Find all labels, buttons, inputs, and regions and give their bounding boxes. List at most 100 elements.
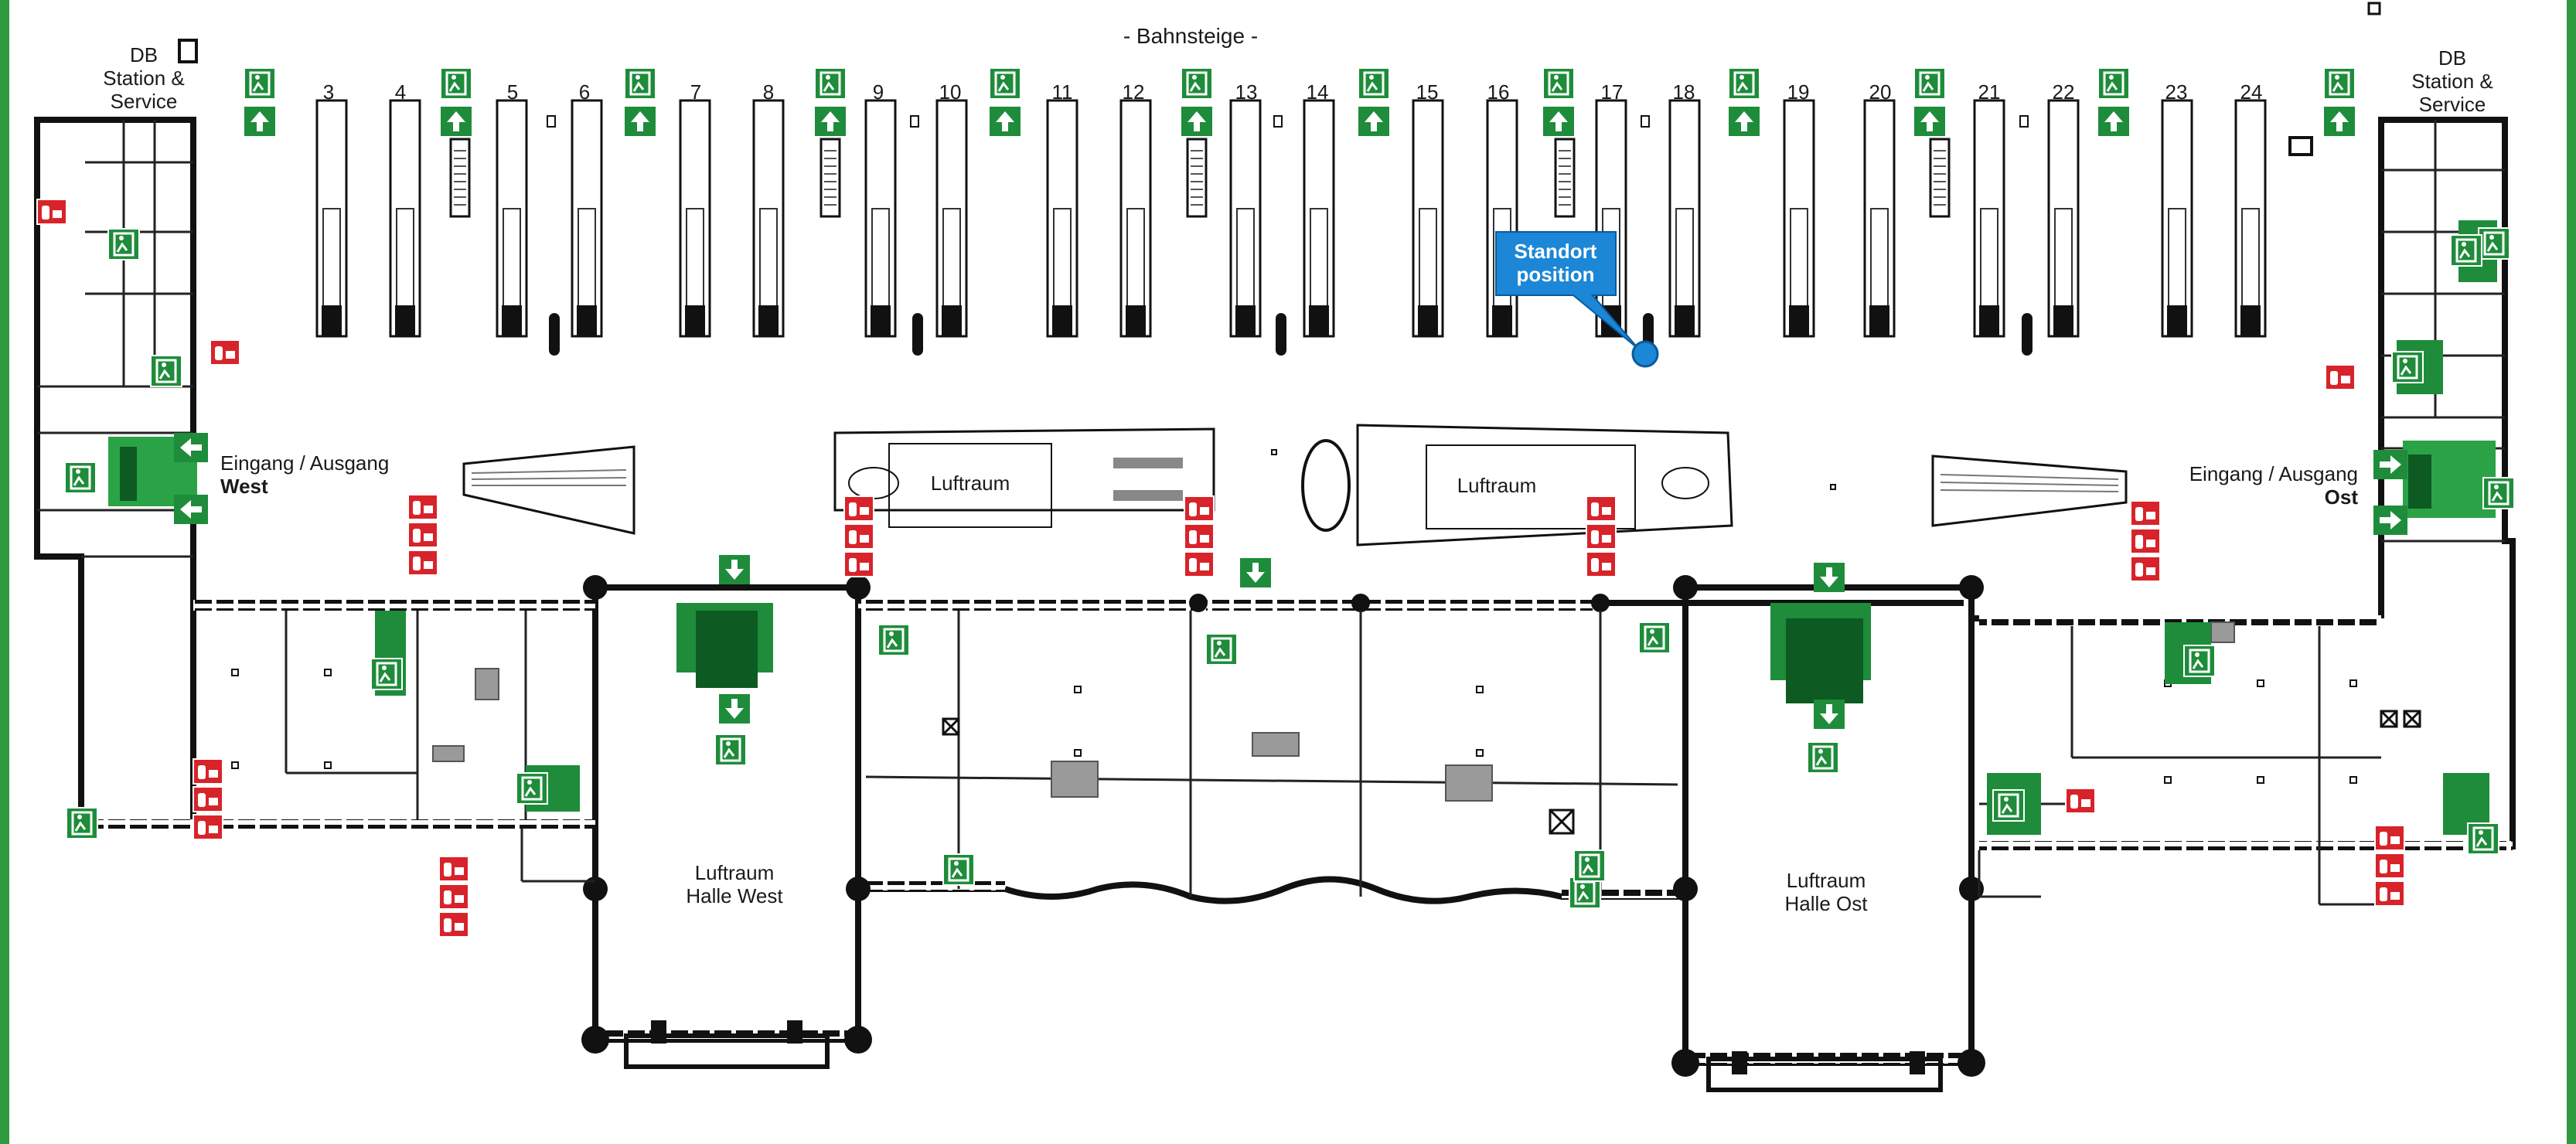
fire-extinguisher-icon: [1184, 495, 1215, 522]
track-number: 11: [1052, 80, 1073, 104]
location-pin-icon: [1631, 340, 1659, 368]
emergency-exit-running-man-icon: [1542, 67, 1575, 100]
track-number: 6: [579, 80, 590, 104]
db-west-line-3: Service: [111, 90, 178, 113]
fire-extinguisher-icon: [438, 911, 469, 938]
track-number: 3: [323, 80, 334, 104]
emergency-exit-running-man-icon: [2478, 227, 2510, 260]
emergency-exit-running-man-icon: [714, 734, 747, 766]
bollard: [549, 313, 560, 356]
platform: [1863, 99, 1896, 338]
track-number: 14: [1307, 80, 1329, 104]
column-marker: [1641, 115, 1650, 128]
fire-extinguisher-icon: [1184, 523, 1215, 550]
column-marker: [2019, 115, 2029, 128]
emergency-exit-running-man-icon: [440, 67, 472, 100]
emergency-exit-running-man-icon: [1638, 621, 1671, 654]
emergency-exit-running-man-icon: [2097, 67, 2130, 100]
fire-extinguisher-icon: [843, 523, 874, 550]
void-area-1-label: Luftraum: [931, 472, 1010, 495]
void-area-2: Luftraum: [1356, 424, 1733, 546]
platform: [389, 99, 421, 338]
fire-safety-signs: [36, 199, 2405, 938]
platform: [2234, 99, 2267, 338]
column-marker: [547, 115, 556, 128]
fire-extinguisher-icon: [2325, 364, 2356, 390]
direction-arrow-icon: [1814, 700, 1845, 729]
fire-extinguisher-icon: [193, 814, 223, 840]
direction-arrow-icon: [2098, 107, 2129, 136]
emergency-exit-running-man-icon: [107, 228, 140, 260]
db-east-line-3: Service: [2419, 93, 2486, 116]
platform: [1973, 99, 2005, 338]
track-number: 4: [395, 80, 406, 104]
fire-extinguisher-icon: [2130, 556, 2161, 582]
db-west-line-1: DB: [130, 43, 158, 66]
platform: [1229, 99, 1262, 338]
escalator: [449, 138, 471, 218]
fire-extinguisher-icon: [193, 786, 223, 812]
direction-arrow-icon: [990, 107, 1021, 136]
platform: [1783, 99, 1815, 338]
db-station-west-label: DB Station & Service: [103, 39, 198, 113]
void-area-2-label: Luftraum: [1457, 474, 1537, 497]
fire-extinguisher-icon: [210, 339, 240, 366]
track-number: 16: [1487, 80, 1510, 104]
platform: [679, 99, 711, 338]
fire-extinguisher-icon: [1184, 551, 1215, 577]
emergency-exit-running-man-icon: [1573, 849, 1606, 882]
emergency-exit-running-man-icon: [2450, 234, 2482, 267]
emergency-exit-running-man-icon: [2482, 477, 2515, 509]
interior-walls: [37, 120, 2505, 906]
direction-arrow-icon: [1358, 107, 1389, 136]
fire-extinguisher-icon: [1586, 523, 1617, 550]
direction-arrow-icon: [2373, 506, 2407, 535]
fire-extinguisher-icon: [407, 550, 438, 576]
db-west-line-2: Station &: [103, 66, 185, 90]
platform: [752, 99, 785, 338]
fire-extinguisher-icon: [407, 494, 438, 520]
fire-extinguisher-icon: [1586, 551, 1617, 577]
direction-arrow-icon: [2373, 450, 2407, 479]
fire-extinguisher-icon: [2374, 825, 2405, 851]
bollard: [2022, 313, 2033, 356]
track-number: 17: [1601, 80, 1624, 104]
lift-shafts: [942, 710, 2421, 835]
entrance-east-label: Eingang / Ausgang: [2189, 462, 2358, 485]
track-number: 12: [1123, 80, 1145, 104]
direction-arrow-icon: [174, 433, 208, 462]
entrance-west-name: West: [220, 475, 268, 498]
pillars: [581, 575, 1985, 1092]
emergency-exit-running-man-icon: [1205, 633, 1238, 666]
direction-arrow-icon: [1240, 558, 1271, 587]
emergency-exit-running-man-icon: [2391, 351, 2424, 383]
stairs: [432, 621, 2235, 802]
platform: [935, 99, 968, 338]
emergency-exit-running-man-icon: [1728, 67, 1760, 100]
direction-arrow-icon: [1181, 107, 1212, 136]
fire-extinguisher-icon: [407, 522, 438, 548]
direction-arrow-icon: [441, 107, 472, 136]
track-number: 10: [939, 80, 962, 104]
db-east-line-1: DB: [2438, 46, 2466, 70]
direction-arrow-icon: [1914, 107, 1945, 136]
fire-extinguisher-icon: [1586, 495, 1617, 522]
track-number: 21: [1978, 80, 2001, 104]
entrance-west-label: Eingang / Ausgang: [220, 451, 389, 475]
direction-arrow-icon: [719, 694, 750, 724]
emergency-exit-running-man-icon: [814, 67, 847, 100]
you-are-here-marker: Standort position: [1495, 231, 1659, 368]
void-area-1: Luftraum: [833, 427, 1215, 528]
platform: [864, 99, 897, 338]
info-box-west: [178, 39, 198, 63]
track-number: 5: [507, 80, 518, 104]
escalator: [1554, 138, 1576, 218]
direction-arrow-icon: [1814, 563, 1845, 592]
platform: [315, 99, 348, 338]
platform: [1486, 99, 1518, 338]
direction-arrow-icon: [815, 107, 846, 136]
db-station-east-label: DB Station & Service: [2288, 46, 2493, 156]
direction-arrow-icon: [244, 107, 275, 136]
emergency-exit-running-man-icon: [1358, 67, 1390, 100]
platform: [1595, 99, 1627, 338]
